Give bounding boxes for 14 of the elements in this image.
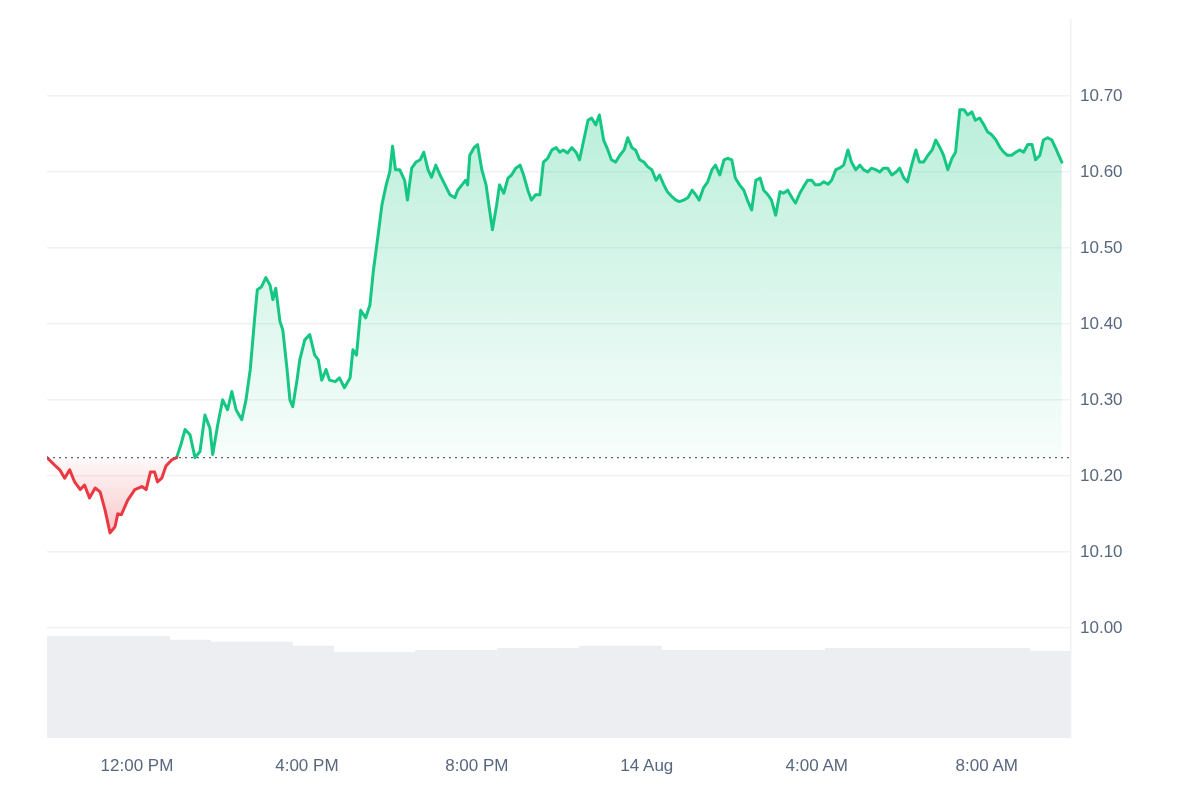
- y-tick-label: 10.30: [1080, 389, 1123, 409]
- y-tick-label: 10.70: [1080, 85, 1123, 105]
- x-tick-label: 12:00 PM: [100, 755, 174, 775]
- y-tick-label: 10.00: [1080, 617, 1123, 637]
- y-tick-label: 10.20: [1080, 465, 1123, 485]
- x-tick-label: 4:00 AM: [785, 755, 848, 775]
- y-tick-label: 10.50: [1080, 237, 1123, 257]
- x-tick-label: 8:00 PM: [445, 755, 509, 775]
- x-tick-label: 14 Aug: [620, 755, 674, 775]
- y-tick-label: 10.60: [1080, 161, 1123, 181]
- x-tick-label: 8:00 AM: [955, 755, 1018, 775]
- y-tick-label: 10.10: [1080, 541, 1123, 561]
- x-tick-label: 4:00 PM: [275, 755, 339, 775]
- y-tick-label: 10.40: [1080, 313, 1123, 333]
